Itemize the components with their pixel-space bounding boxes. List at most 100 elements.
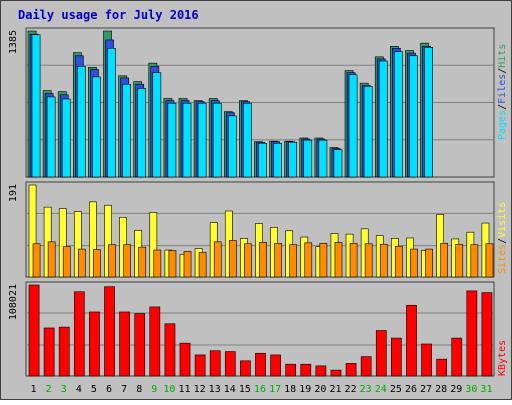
x-tick-label: 12	[194, 384, 206, 395]
y-max-label: 108021	[8, 284, 19, 320]
bar-pages-day-27	[424, 47, 433, 178]
bar-kbytes-day-28	[436, 358, 448, 377]
bar-kbytes-day-24	[375, 330, 387, 377]
bar-kbytes-day-25	[391, 337, 402, 377]
x-tick-label: 30	[465, 384, 477, 395]
bar-pages-day-3	[61, 98, 71, 178]
bar-pages-day-17	[273, 142, 282, 178]
bar-pages-day-25	[394, 51, 403, 178]
x-tick-label: 27	[420, 384, 432, 395]
x-tick-label: 20	[314, 384, 326, 395]
bar-sites-day-10	[168, 250, 177, 278]
bar-pages-day-21	[333, 149, 343, 178]
legend-pages-files-hits: Pages/Files/Hits	[497, 44, 508, 140]
bar-sites-day-31	[485, 243, 494, 278]
panel-kbytes: 108021	[8, 281, 495, 377]
bar-sites-day-30	[470, 244, 479, 278]
bar-pages-day-4	[76, 66, 86, 178]
chart-title: Daily usage for July 2016	[18, 8, 199, 22]
x-tick-label: 15	[239, 384, 251, 395]
bar-pages-day-11	[182, 102, 192, 178]
bar-sites-day-11	[183, 251, 192, 278]
bar-kbytes-day-22	[345, 363, 357, 377]
bar-pages-day-22	[348, 74, 358, 178]
x-tick-label: 21	[329, 384, 341, 395]
x-tick-label: 6	[106, 384, 112, 395]
x-tick-label: 1	[31, 384, 37, 395]
bar-pages-day-24	[378, 60, 388, 178]
bar-pages-day-12	[197, 102, 207, 178]
bar-kbytes-day-7	[119, 311, 130, 377]
bar-pages-day-15	[243, 102, 252, 178]
x-axis-labels: 1 2 3 4 5 6 7 8 9 10 11 12 13 14 15 16 17 18 19 20 21 22 23 24 2…	[31, 384, 493, 395]
bar-pages-day-20	[318, 139, 328, 178]
bar-pages-day-26	[409, 55, 418, 178]
x-tick-label: 28	[435, 384, 447, 395]
y-max-label: 1385	[8, 30, 19, 54]
bar-sites-day-19	[304, 242, 313, 278]
bar-kbytes-day-12	[194, 354, 206, 377]
chart-panels: 1385 191 108021	[8, 27, 495, 377]
bar-sites-day-17	[274, 242, 282, 278]
x-tick-label: 4	[76, 384, 82, 395]
bar-kbytes-day-9	[149, 306, 161, 377]
bar-kbytes-day-30	[466, 290, 478, 377]
x-tick-label: 8	[136, 384, 142, 395]
bar-visits-day-4	[73, 211, 82, 278]
bar-pages-day-14	[227, 115, 237, 178]
bar-kbytes-day-23	[360, 356, 372, 377]
bar-sites-day-15	[244, 243, 252, 278]
bar-kbytes-day-10	[164, 323, 176, 377]
x-tick-label: 3	[61, 384, 67, 395]
bar-kbytes-day-11	[179, 342, 191, 377]
bar-kbytes-day-3	[58, 326, 70, 377]
x-tick-label: 11	[178, 384, 190, 395]
x-tick-label: 5	[91, 384, 97, 395]
bar-sites-day-25	[395, 245, 403, 278]
bar-pages-day-10	[167, 102, 177, 178]
bar-sites-day-28	[440, 242, 449, 278]
bar-kbytes-day-20	[315, 365, 327, 377]
x-tick-label: 26	[405, 384, 417, 395]
bar-sites-day-7	[123, 244, 131, 278]
x-tick-label: 9	[151, 384, 157, 395]
bar-kbytes-day-26	[406, 304, 417, 377]
panel-hits-files-pages: 1385	[8, 27, 495, 178]
bar-sites-day-22	[349, 242, 358, 278]
x-tick-label: 18	[284, 384, 296, 395]
bar-visits-day-9	[149, 212, 158, 278]
bar-kbytes-day-14	[224, 351, 236, 377]
bar-sites-day-9	[153, 249, 162, 278]
bar-kbytes-day-8	[134, 313, 146, 377]
y-max-label: 191	[8, 184, 19, 202]
bar-sites-day-3	[62, 246, 71, 278]
bar-sites-day-12	[198, 252, 207, 278]
x-tick-label: 2	[46, 384, 52, 395]
bar-sites-day-26	[410, 248, 418, 278]
bar-kbytes-day-18	[285, 363, 297, 377]
bar-kbytes-day-13	[209, 350, 221, 377]
bar-sites-day-2	[47, 241, 56, 278]
x-tick-label: 19	[299, 384, 311, 395]
bar-sites-day-16	[259, 242, 267, 278]
x-tick-label: 14	[224, 384, 236, 395]
bar-kbytes-day-6	[104, 286, 115, 377]
bar-kbytes-day-17	[270, 354, 281, 377]
bar-pages-day-6	[107, 48, 116, 178]
bar-pages-day-5	[92, 76, 101, 178]
bar-kbytes-day-16	[255, 352, 266, 377]
x-tick-label: 23	[360, 384, 372, 395]
bar-sites-day-20	[319, 242, 328, 278]
chart-legends: Pages/Files/Hits Sites/Visits KBytes	[497, 44, 508, 376]
bar-visits-day-6	[104, 204, 112, 278]
bar-kbytes-day-27	[421, 343, 432, 377]
x-tick-label: 7	[121, 384, 127, 395]
bar-sites-day-27	[425, 248, 433, 278]
bar-sites-day-4	[77, 248, 86, 278]
bar-kbytes-day-15	[240, 360, 251, 377]
x-tick-label: 29	[450, 384, 462, 395]
bar-pages-day-23	[363, 86, 373, 178]
bar-kbytes-day-2	[43, 327, 55, 377]
